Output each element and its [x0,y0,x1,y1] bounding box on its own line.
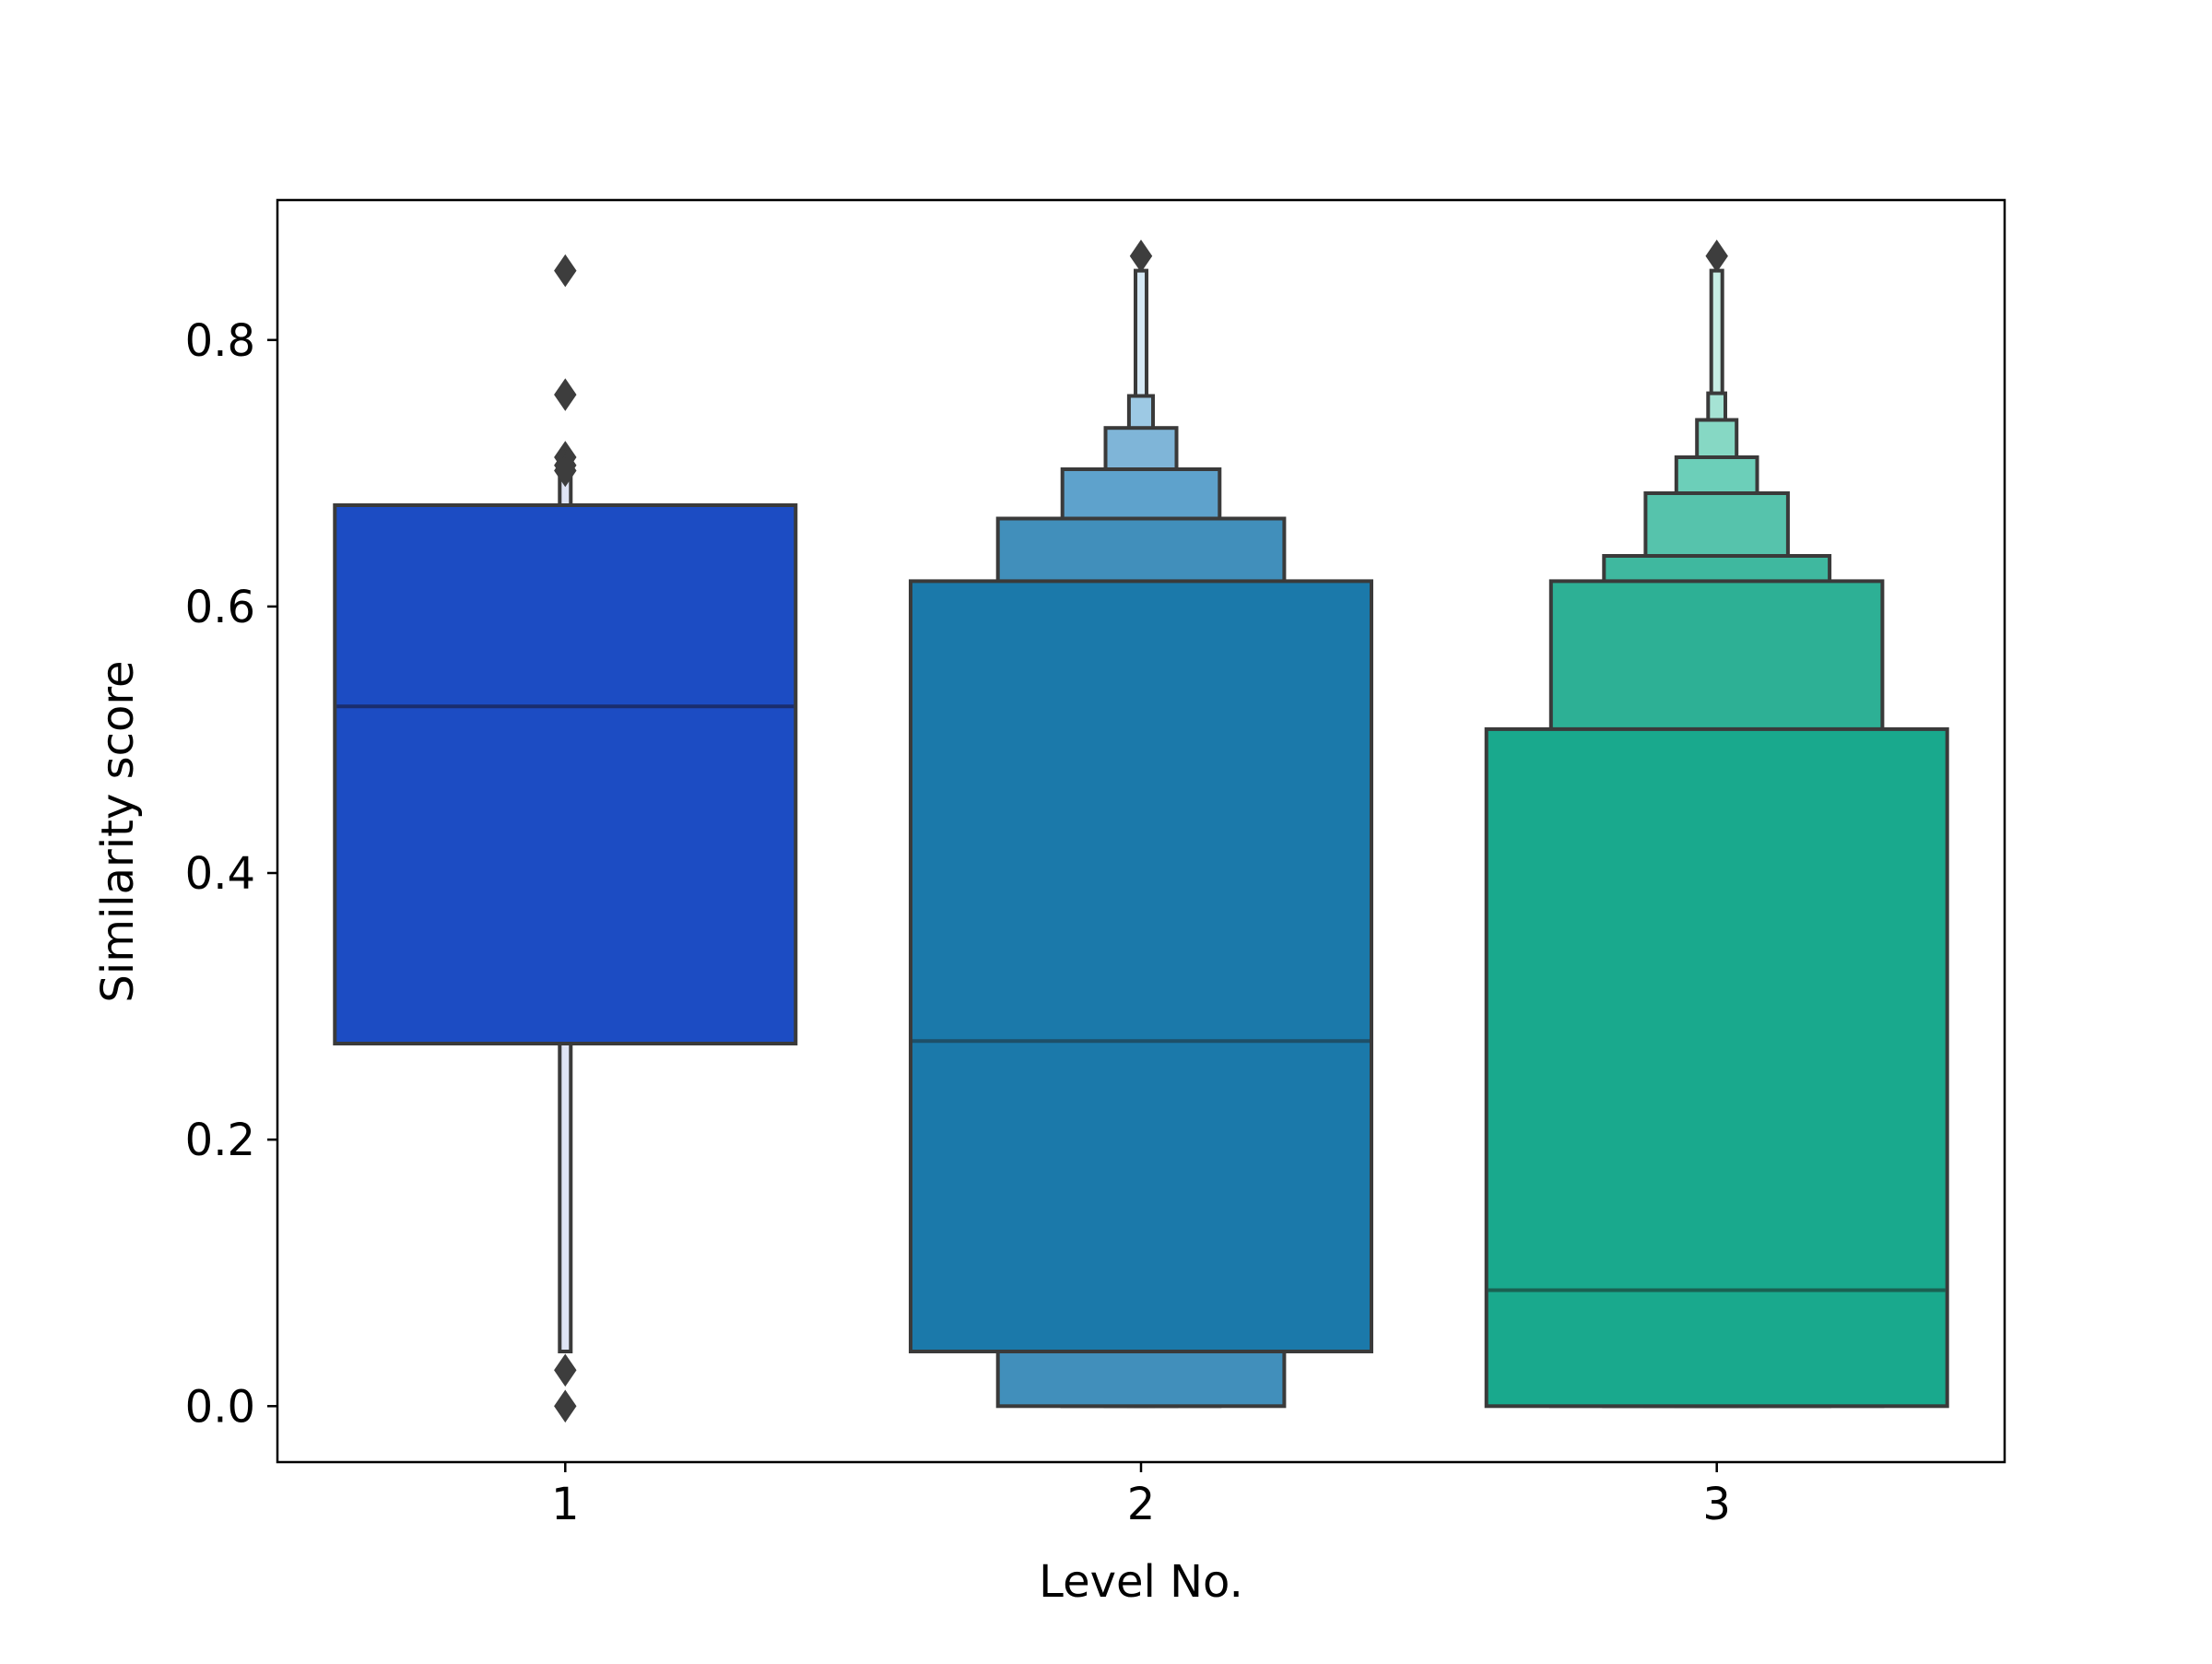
outlier-level-1-6 [554,1353,577,1387]
box-level-3-8 [1484,726,1949,1409]
outlier-level-3-1 [1705,239,1728,273]
x-tick-label-2: 2 [1127,1479,1156,1530]
outlier-level-1-2 [554,378,577,411]
axis-layer: 0.0 0.2 0.4 0.6 0.8 1 2 3 [185,315,1731,1530]
plot-layer [333,239,1949,1423]
box-level-2-6 [909,579,1373,1353]
box-level-1-2 [333,503,798,1045]
y-tick-label-3: 0.6 [185,582,255,633]
group-level-2 [909,239,1373,1409]
y-tick-label-1: 0.2 [185,1115,255,1166]
y-tick-label-0: 0.0 [185,1381,255,1433]
y-tick-label-2: 0.4 [185,848,255,900]
outlier-level-1-7 [554,1389,577,1423]
x-tick-label-1: 1 [551,1479,580,1530]
group-level-1 [333,254,798,1423]
y-tick-label-4: 0.8 [185,315,255,367]
outlier-level-2-1 [1129,239,1153,273]
group-level-3 [1484,239,1949,1409]
x-tick-label-3: 3 [1702,1479,1731,1530]
outlier-level-1-5 [554,454,577,488]
outlier-level-1-1 [554,254,577,288]
y-axis-label: Similarity score [92,660,144,1002]
x-axis-label: Level No. [1039,1556,1243,1608]
